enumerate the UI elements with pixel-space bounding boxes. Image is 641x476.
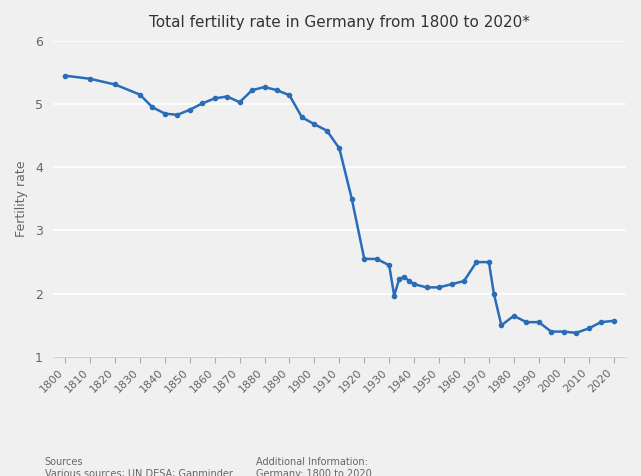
Text: Sources
Various sources; UN DESA; Gapminder
© Statista 2021: Sources Various sources; UN DESA; Gapmin… xyxy=(45,457,233,476)
Y-axis label: Fertility rate: Fertility rate xyxy=(15,160,28,237)
Title: Total fertility rate in Germany from 1800 to 2020*: Total fertility rate in Germany from 180… xyxy=(149,15,529,30)
Text: Additional Information:
Germany: 1800 to 2020: Additional Information: Germany: 1800 to… xyxy=(256,457,372,476)
